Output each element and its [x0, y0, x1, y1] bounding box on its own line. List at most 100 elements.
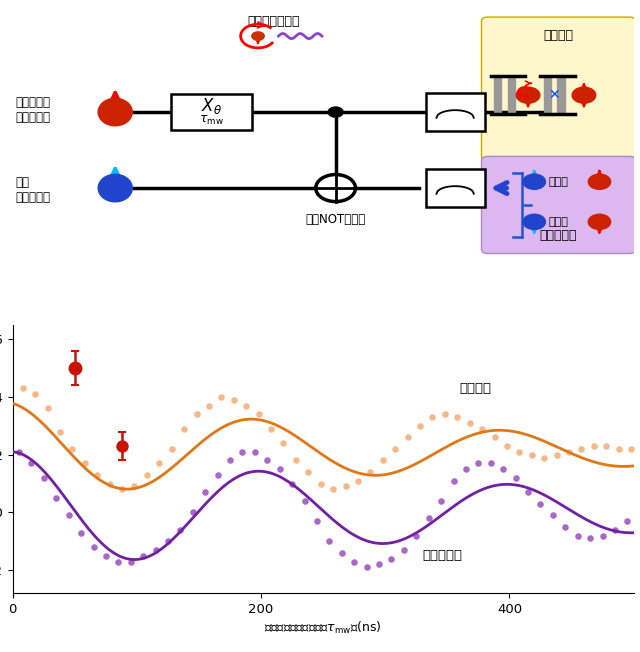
- Circle shape: [516, 87, 540, 103]
- Bar: [426, 169, 484, 207]
- Point: [539, 452, 549, 463]
- Point: [365, 467, 376, 477]
- Circle shape: [523, 215, 545, 230]
- Point: [129, 481, 140, 492]
- Point: [14, 447, 24, 457]
- Point: [275, 464, 285, 474]
- Point: [179, 423, 189, 434]
- Circle shape: [588, 215, 611, 230]
- Point: [589, 441, 599, 451]
- Ellipse shape: [98, 174, 132, 201]
- Text: 非破壊測定: 非破壊測定: [422, 549, 463, 562]
- Bar: [171, 95, 252, 130]
- Point: [511, 473, 521, 483]
- Point: [291, 455, 301, 466]
- Point: [88, 542, 99, 552]
- Point: [150, 545, 161, 556]
- Point: [303, 467, 314, 477]
- Point: [498, 464, 508, 474]
- Point: [154, 458, 164, 469]
- Point: [622, 516, 632, 526]
- Point: [200, 487, 211, 497]
- Point: [362, 562, 372, 572]
- Text: 破壊測定: 破壊測定: [460, 381, 492, 394]
- Point: [237, 447, 248, 457]
- Point: [412, 530, 422, 541]
- Bar: [508, 76, 515, 114]
- Point: [250, 447, 260, 457]
- Point: [486, 458, 496, 469]
- Point: [610, 525, 620, 535]
- Point: [424, 513, 434, 524]
- Circle shape: [588, 174, 611, 189]
- Point: [452, 412, 463, 422]
- Text: 破壊測定: 破壊測定: [543, 29, 573, 42]
- Point: [92, 469, 102, 480]
- Point: [374, 559, 384, 570]
- Point: [316, 479, 326, 489]
- Point: [117, 441, 127, 451]
- Point: [598, 530, 608, 541]
- Text: なら、: なら、: [548, 217, 568, 227]
- Point: [166, 443, 177, 454]
- Point: [428, 412, 438, 422]
- Point: [117, 484, 127, 494]
- Point: [502, 441, 512, 451]
- Point: [552, 449, 562, 460]
- Text: 非破壊測定: 非破壊測定: [540, 229, 577, 242]
- Point: [560, 522, 570, 532]
- Point: [312, 516, 322, 526]
- Text: 制御NOTゲート: 制御NOTゲート: [305, 213, 365, 226]
- Point: [39, 473, 49, 483]
- Point: [101, 550, 111, 561]
- Point: [51, 493, 61, 503]
- Point: [287, 479, 298, 489]
- Point: [490, 432, 500, 443]
- Circle shape: [316, 175, 355, 201]
- Point: [399, 545, 409, 556]
- Point: [104, 479, 115, 489]
- Point: [80, 458, 90, 469]
- Point: [175, 525, 186, 535]
- Point: [474, 458, 484, 469]
- Text: 補助
量子ビット: 補助 量子ビット: [16, 176, 51, 204]
- Point: [163, 536, 173, 546]
- FancyBboxPatch shape: [481, 156, 636, 254]
- Point: [577, 443, 587, 454]
- Point: [216, 392, 227, 402]
- Point: [353, 475, 363, 486]
- Bar: [494, 76, 501, 114]
- Point: [278, 438, 289, 449]
- Point: [113, 556, 124, 567]
- Bar: [426, 93, 484, 131]
- Point: [449, 475, 459, 486]
- Point: [70, 363, 80, 373]
- Point: [142, 469, 152, 480]
- Point: [340, 481, 351, 492]
- Point: [42, 403, 52, 413]
- Point: [535, 499, 545, 509]
- Point: [436, 496, 446, 506]
- Point: [300, 496, 310, 506]
- Point: [415, 421, 425, 431]
- Point: [191, 409, 202, 419]
- FancyBboxPatch shape: [481, 17, 636, 160]
- Circle shape: [523, 174, 545, 189]
- Point: [403, 432, 413, 443]
- Point: [548, 510, 558, 520]
- Circle shape: [328, 107, 343, 117]
- Point: [26, 458, 36, 469]
- Point: [626, 443, 636, 454]
- Point: [262, 455, 273, 466]
- Bar: [543, 76, 551, 114]
- Circle shape: [572, 87, 596, 103]
- Point: [337, 548, 347, 558]
- Point: [63, 510, 74, 520]
- Point: [527, 449, 537, 460]
- Point: [440, 409, 450, 419]
- Bar: [557, 76, 564, 114]
- Point: [18, 383, 28, 393]
- Point: [76, 527, 86, 538]
- Point: [188, 507, 198, 518]
- Point: [138, 550, 148, 561]
